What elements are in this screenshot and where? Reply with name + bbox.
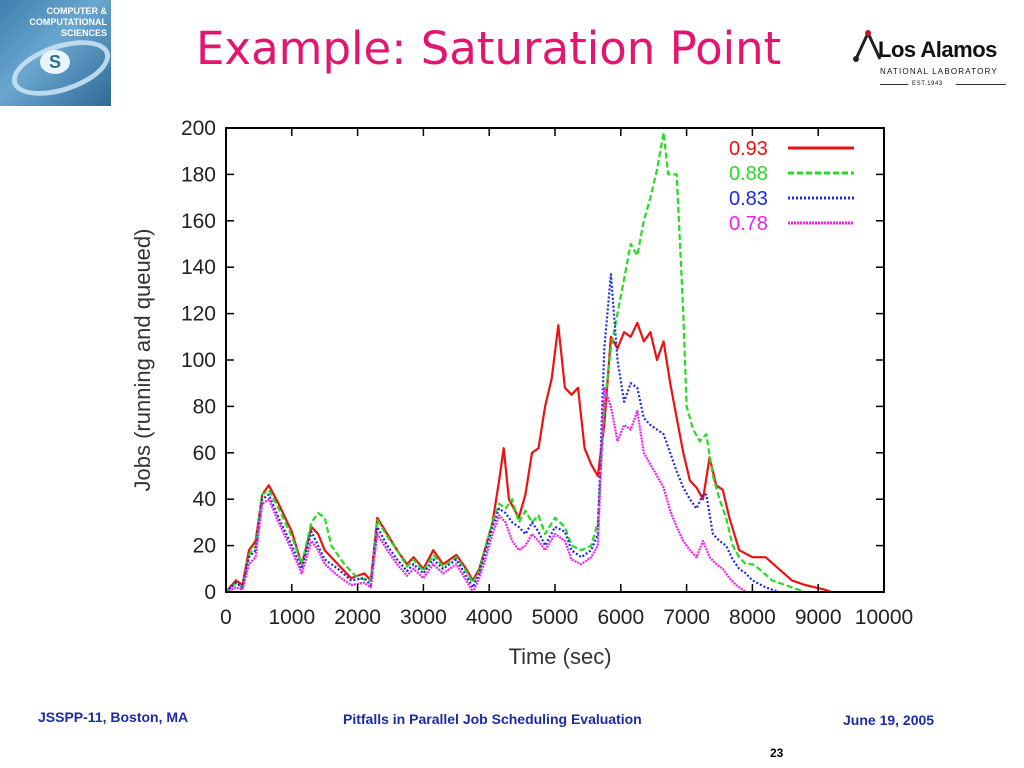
x-tick-label: 1000	[268, 606, 315, 629]
logo-text-line: SCIENCES	[60, 28, 107, 38]
saturation-line-chart: 0 1000 2000 3000 4000 5000 6000 7000 8000 9000 100…	[130, 117, 913, 669]
y-tick-label: 20	[193, 535, 216, 558]
chart-legend: 0.93 0.88 0.83 0.78	[729, 138, 854, 235]
series-line-0	[225, 321, 832, 594]
series-line-1	[225, 131, 806, 594]
series-line-3	[225, 386, 747, 594]
y-tick-label: 60	[193, 442, 216, 465]
footer-date: June 19, 2005	[843, 712, 935, 728]
y-tick-label: 140	[181, 256, 216, 279]
x-tick-label: 5000	[532, 606, 579, 629]
y-tick-label: 80	[193, 395, 216, 418]
legend-label: 0.88	[729, 163, 768, 185]
legend-label: 0.78	[729, 213, 768, 235]
logo-text-line: COMPUTATIONAL	[29, 17, 107, 27]
los-alamos-subtitle: NATIONAL LABORATORY	[880, 67, 998, 76]
y-tick-label: 0	[204, 581, 216, 604]
x-tick-label: 6000	[597, 606, 644, 629]
x-tick-label: 4000	[466, 606, 513, 629]
logo-rule-left	[880, 84, 908, 85]
legend-label: 0.93	[729, 138, 768, 160]
logo-text-line: COMPUTER &	[46, 6, 108, 16]
y-tick-label: 120	[181, 303, 216, 326]
footer-talk-title: Pitfalls in Parallel Job Scheduling Eval…	[343, 711, 642, 727]
slide-title: Example: Saturation Point	[196, 22, 782, 75]
y-tick-label: 160	[181, 210, 216, 233]
x-tick-label: 3000	[400, 606, 447, 629]
los-alamos-name: Los Alamos	[878, 37, 997, 62]
y-tick-label: 200	[181, 117, 216, 140]
axis-ticks: 0 1000 2000 3000 4000 5000 6000 7000 8000 9000 100…	[181, 117, 913, 629]
computer-computational-sciences-logo: S COMPUTER & COMPUTATIONAL SCIENCES	[0, 0, 111, 106]
y-tick-label: 100	[181, 349, 216, 372]
x-tick-label: 8000	[729, 606, 776, 629]
logo-core-shape: S	[40, 50, 70, 74]
page-number: 23	[770, 746, 784, 760]
y-axis-label: Jobs (running and queued)	[130, 229, 155, 492]
y-tick-label: 40	[193, 488, 216, 511]
x-tick-label: 10000	[855, 606, 913, 629]
series-lines	[225, 131, 832, 594]
footer-conference: JSSPP-11, Boston, MA	[38, 709, 189, 725]
los-alamos-logo: Los Alamos NATIONAL LABORATORY EST.1943	[850, 15, 1015, 95]
x-tick-label: 9000	[795, 606, 842, 629]
logo-rule-right	[956, 84, 1006, 85]
x-axis-label: Time (sec)	[508, 644, 611, 669]
los-alamos-established: EST.1943	[912, 81, 943, 87]
x-tick-label: 7000	[663, 606, 710, 629]
x-tick-label: 0	[220, 606, 232, 629]
los-alamos-emblem-icon	[853, 29, 882, 62]
y-tick-label: 180	[181, 163, 216, 186]
x-tick-label: 2000	[334, 606, 381, 629]
legend-label: 0.83	[729, 188, 768, 210]
